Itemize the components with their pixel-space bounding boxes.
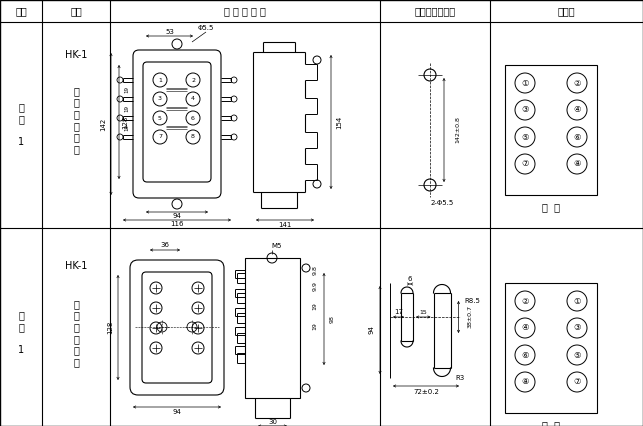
Text: 凸
出
式
后
接
线: 凸 出 式 后 接 线	[73, 299, 79, 367]
Text: ⑦: ⑦	[574, 377, 581, 386]
Bar	[505, 65, 597, 195]
Text: 5: 5	[158, 115, 162, 121]
Text: 19: 19	[125, 86, 129, 93]
Text: HK-1: HK-1	[65, 261, 87, 271]
Text: 凸
出
式
前
接
线: 凸 出 式 前 接 线	[73, 86, 79, 154]
Text: ⑧: ⑧	[574, 159, 581, 169]
Text: 19: 19	[312, 322, 318, 330]
Text: 安装开孔尺寸图: 安装开孔尺寸图	[415, 6, 455, 16]
Text: ①: ①	[521, 78, 529, 87]
Text: ⑤: ⑤	[521, 132, 529, 141]
Text: 2: 2	[191, 78, 195, 83]
Text: ⑧: ⑧	[521, 377, 529, 386]
Text: 72±0.2: 72±0.2	[413, 389, 439, 395]
Text: 154: 154	[336, 115, 342, 129]
Text: 结构: 结构	[70, 6, 82, 16]
Text: ⑦: ⑦	[521, 159, 529, 169]
Text: ②: ②	[574, 78, 581, 87]
Text: 17: 17	[394, 309, 403, 315]
Text: 141: 141	[278, 222, 292, 228]
Text: 94: 94	[172, 213, 181, 219]
Text: 15: 15	[419, 310, 427, 314]
Text: M5: M5	[272, 243, 282, 249]
Text: 19: 19	[125, 105, 129, 112]
Text: 128: 128	[122, 115, 128, 129]
Text: 2-Φ5.5: 2-Φ5.5	[430, 200, 453, 206]
Text: 9.8: 9.8	[312, 265, 318, 275]
Text: ①: ①	[574, 296, 581, 305]
Text: 1: 1	[158, 78, 162, 83]
Text: ⑤: ⑤	[574, 351, 581, 360]
Text: 98: 98	[329, 315, 334, 323]
Bar	[505, 283, 597, 413]
Text: 6: 6	[191, 115, 195, 121]
Text: 9.9: 9.9	[312, 281, 318, 291]
Text: 前  视: 前 视	[542, 202, 560, 212]
Text: ③: ③	[574, 323, 581, 333]
Text: 3: 3	[158, 97, 162, 101]
Text: 36: 36	[161, 242, 170, 248]
Text: 附
图

1: 附 图 1	[18, 311, 24, 355]
Text: 6: 6	[408, 276, 412, 282]
Text: 128: 128	[107, 321, 113, 334]
Text: ⑥: ⑥	[521, 351, 529, 360]
Text: 142±0.8: 142±0.8	[455, 117, 460, 144]
Text: 4: 4	[191, 97, 195, 101]
Text: ④: ④	[574, 106, 581, 115]
Text: ⑥: ⑥	[574, 132, 581, 141]
Text: ②: ②	[521, 296, 529, 305]
Text: 19: 19	[312, 302, 318, 310]
Text: Φ5.5: Φ5.5	[198, 25, 214, 31]
Text: 142: 142	[100, 118, 106, 131]
Text: 53: 53	[165, 29, 174, 35]
Text: R3: R3	[456, 375, 465, 381]
Text: 8: 8	[191, 135, 195, 139]
Text: 端子图: 端子图	[557, 6, 575, 16]
Text: 38±0.7: 38±0.7	[468, 305, 473, 328]
Text: 30: 30	[268, 419, 277, 425]
Text: 7: 7	[158, 135, 162, 139]
Text: R8.5: R8.5	[464, 298, 480, 304]
Text: 19: 19	[125, 124, 129, 131]
Text: ④: ④	[521, 323, 529, 333]
Text: 附
图

1: 附 图 1	[18, 103, 24, 147]
Text: HK-1: HK-1	[65, 50, 87, 60]
Text: 图号: 图号	[15, 6, 27, 16]
Text: 94: 94	[172, 409, 181, 415]
Text: ③: ③	[521, 106, 529, 115]
Text: 背  视: 背 视	[542, 420, 560, 426]
Text: 116: 116	[170, 221, 184, 227]
Text: 外 形 尺 寸 图: 外 形 尺 寸 图	[224, 6, 266, 16]
Text: 94: 94	[369, 325, 375, 334]
Bar	[245, 258, 300, 398]
